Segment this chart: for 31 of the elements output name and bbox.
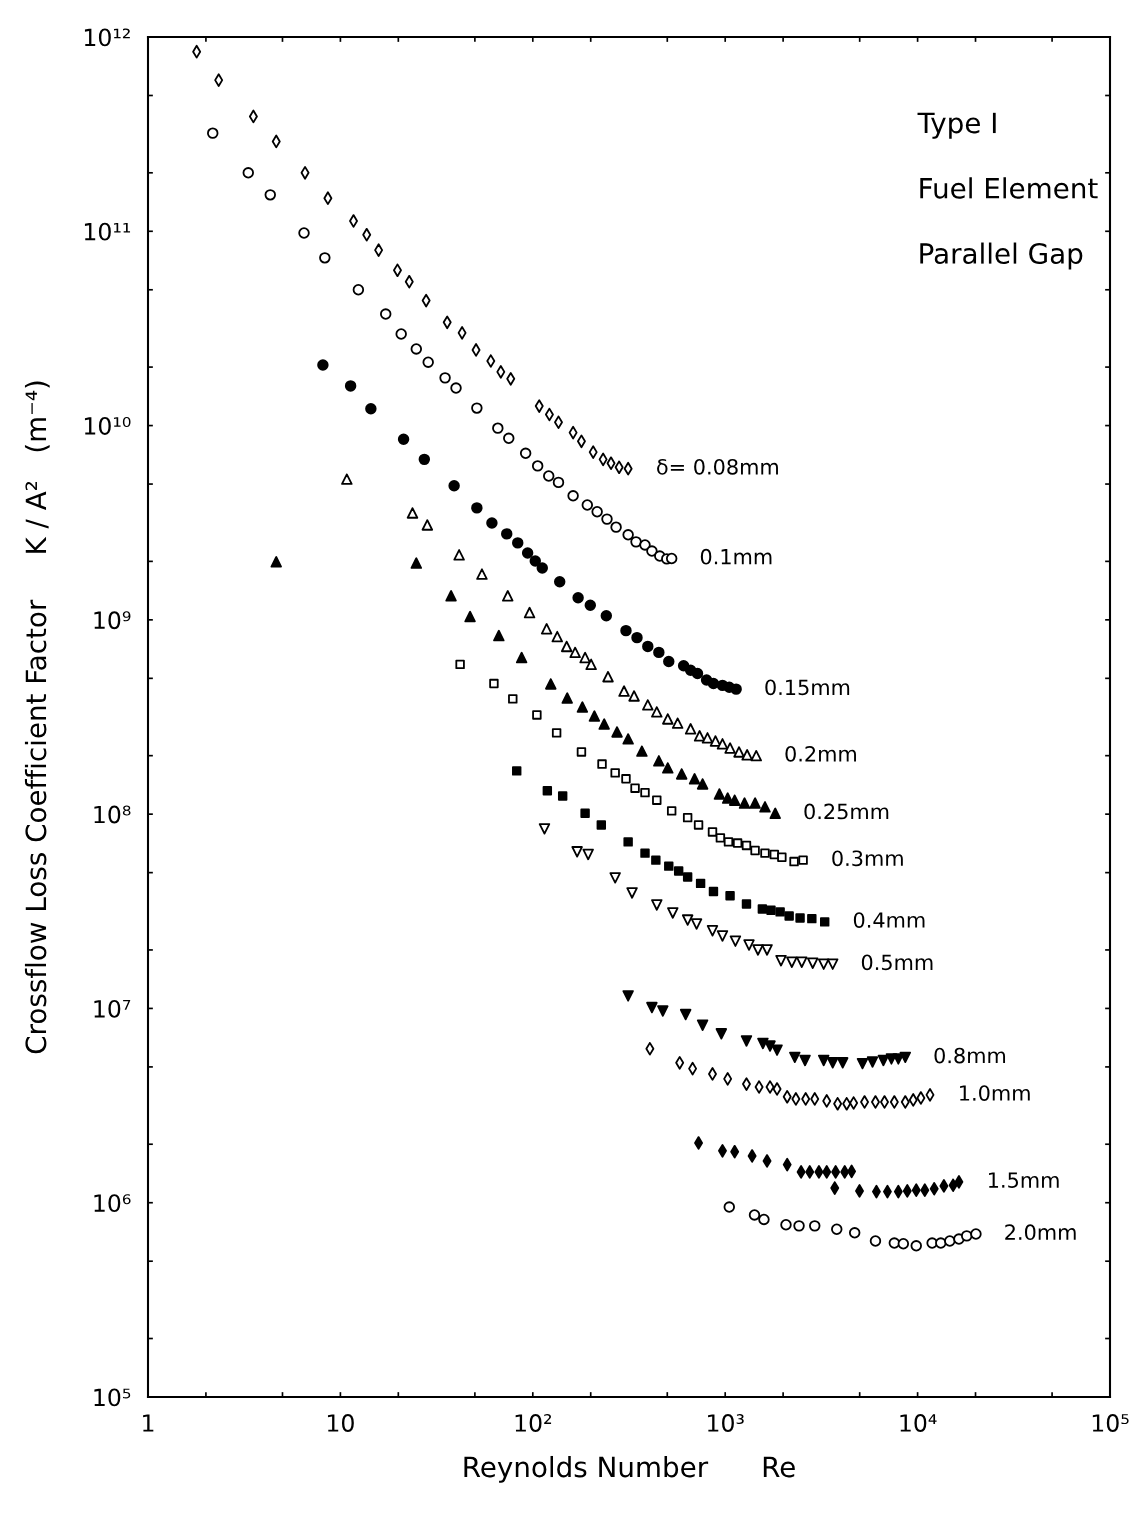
series-label: 0.1mm [700, 548, 772, 565]
y-tick-label: 10¹⁰ [84, 417, 131, 435]
series-label: δ= 0.08mm [657, 458, 778, 475]
series-label: 0.15mm [765, 679, 850, 696]
annotation: Fuel Element [920, 177, 1098, 199]
series-label: 0.5mm [861, 954, 933, 971]
x-tick-label: 10 [327, 1414, 354, 1432]
annotation: Type I [917, 112, 996, 139]
y-tick-label: 10⁹ [94, 611, 131, 630]
series-label: 1.0mm [960, 1085, 1030, 1101]
x-tick-label: 10² [515, 1414, 552, 1432]
y-tick-label: 10⁵ [94, 1388, 131, 1407]
y-tick-label: 10¹² [84, 28, 130, 47]
series-label: 0.3mm [832, 850, 903, 867]
x-tick-label: 10³ [708, 1414, 744, 1432]
series-label: 2.0mm [1005, 1224, 1076, 1241]
series-label: 1.5mm [989, 1172, 1059, 1188]
x-tick-label: 10⁵ [1092, 1414, 1129, 1432]
y-tick-label: 10⁶ [94, 1194, 131, 1213]
y-tick-label: 10¹¹ [84, 222, 131, 241]
series-label: 0.2mm [785, 745, 856, 762]
y-tick-label: 10⁷ [94, 999, 131, 1018]
x-tick-label: 10⁴ [900, 1414, 937, 1432]
x-axis-title: Reynolds Number Re [464, 1455, 795, 1483]
x-tick-label: 1 [143, 1414, 154, 1432]
y-tick-label: 10⁸ [94, 805, 131, 824]
series-label: 0.8mm [934, 1047, 1006, 1064]
series-label: 0.4mm [853, 912, 925, 928]
y-axis-title: Crossflow Loss Coefficient Factor K / A² (m⁻⁴) [24, 381, 50, 1054]
series-label: 0.25mm [804, 803, 889, 820]
annotation: Parallel Gap [920, 242, 1083, 270]
